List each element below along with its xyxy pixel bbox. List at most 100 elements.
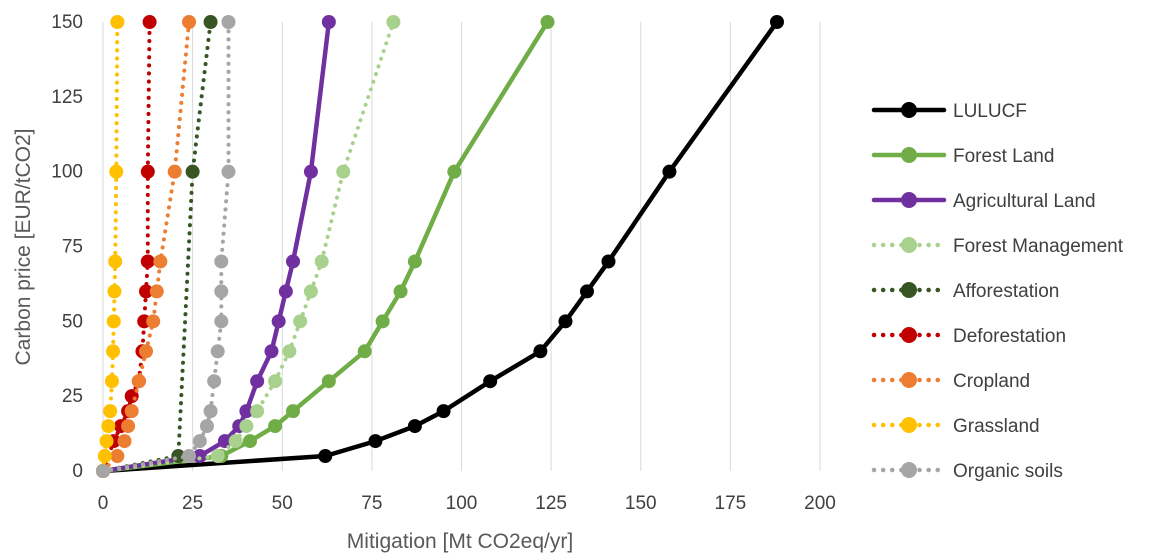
gridlines	[102, 22, 821, 471]
legend-item-grassland: Grassland	[871, 416, 1040, 437]
legend-marker	[901, 282, 917, 298]
data-point-forest-land	[375, 314, 390, 329]
data-point-forest-land	[321, 374, 336, 389]
y-tick-label: 75	[62, 237, 83, 258]
y-tick-label: 0	[72, 461, 83, 482]
data-point-lulucf	[436, 404, 451, 419]
legend-item-organic-soils: Organic soils	[871, 461, 1063, 482]
data-point-organic-soils	[96, 464, 110, 478]
legend-label: Cropland	[953, 371, 1030, 392]
data-point-organic-soils	[214, 314, 229, 329]
legend-label: Agricultural Land	[953, 191, 1096, 212]
data-point-cropland	[117, 434, 132, 449]
data-point-afforestation	[203, 15, 218, 29]
y-axis-title: Carbon price [EUR/tCO2]	[12, 129, 35, 366]
data-point-grassland	[108, 254, 123, 269]
y-tick-label: 100	[51, 162, 83, 183]
data-point-agricultural-land	[192, 449, 207, 464]
data-point-grassland	[101, 419, 116, 434]
data-point-cropland	[149, 284, 164, 299]
legend-label: LULUCF	[953, 101, 1027, 122]
data-point-grassland	[97, 449, 112, 464]
x-tick-label: 75	[361, 493, 382, 514]
data-point-grassland	[107, 284, 122, 299]
data-point-lulucf	[318, 449, 333, 464]
series-organic-soils	[96, 15, 236, 478]
axis-ticks: 0 25 50 75 100 125 150 175 200 0 25 50 75 100 125 150	[51, 12, 836, 514]
data-point-organic-soils	[214, 284, 229, 299]
legend: LULUCF Forest Land Agricultural Land Forest…	[871, 101, 1124, 482]
data-point-organic-soils	[203, 404, 218, 419]
data-point-cropland	[167, 164, 182, 179]
data-point-forest-management	[210, 449, 225, 464]
legend-marker	[901, 327, 917, 343]
data-point-forest-management	[228, 434, 243, 449]
legend-item-forest-management: Forest Management	[871, 236, 1124, 257]
data-point-organic-soils	[207, 374, 222, 389]
legend-label: Deforestation	[953, 326, 1066, 347]
data-point-agricultural-land	[271, 314, 286, 329]
data-point-organic-soils	[214, 254, 229, 269]
x-tick-label: 100	[446, 493, 478, 514]
data-point-organic-soils	[199, 419, 214, 434]
legend-item-deforestation: Deforestation	[871, 326, 1066, 347]
data-point-afforestation	[185, 164, 200, 179]
data-point-agricultural-land	[286, 254, 301, 269]
data-point-agricultural-land	[239, 404, 254, 419]
data-point-lulucf	[558, 314, 573, 329]
data-point-forest-land	[357, 344, 372, 359]
data-point-deforestation	[139, 284, 154, 299]
series-line-cropland	[101, 20, 191, 473]
data-point-cropland	[110, 449, 125, 464]
y-tick-label: 25	[62, 386, 83, 407]
data-point-agricultural-land	[250, 374, 265, 389]
data-point-agricultural-land	[321, 15, 336, 29]
data-point-forest-land	[447, 164, 462, 179]
data-point-forest-land	[393, 284, 408, 299]
data-point-agricultural-land	[278, 284, 293, 299]
x-tick-label: 175	[715, 493, 747, 514]
data-point-cropland	[146, 314, 161, 329]
x-tick-label: 125	[535, 493, 567, 514]
series-forest-management	[96, 15, 401, 478]
data-point-grassland	[104, 374, 119, 389]
data-point-cropland	[121, 419, 136, 434]
data-point-agricultural-land	[303, 164, 318, 179]
data-point-lulucf	[662, 164, 677, 179]
data-point-forest-land	[540, 15, 555, 29]
data-point-cropland	[131, 374, 146, 389]
data-point-forest-management	[336, 164, 351, 179]
data-point-forest-land	[268, 419, 283, 434]
series-agricultural-land	[96, 15, 336, 478]
data-point-forest-land	[407, 254, 422, 269]
data-point-cropland	[182, 15, 197, 29]
data-point-lulucf	[533, 344, 548, 359]
legend-marker	[901, 102, 917, 118]
plot-area	[96, 15, 784, 478]
data-point-lulucf	[483, 374, 498, 389]
data-point-lulucf	[368, 434, 383, 449]
x-tick-label: 25	[182, 493, 203, 514]
series-grassland	[96, 15, 125, 478]
x-axis-title: Mitigation [Mt CO2eq/yr]	[347, 530, 573, 553]
legend-marker	[901, 417, 917, 433]
legend-item-cropland: Cropland	[871, 371, 1030, 392]
legend-label: Grassland	[953, 416, 1040, 437]
data-point-organic-soils	[221, 164, 236, 179]
legend-item-agricultural-land: Agricultural Land	[871, 191, 1096, 212]
data-point-forest-management	[386, 15, 401, 29]
data-point-forest-land	[286, 404, 301, 419]
legend-label: Afforestation	[953, 281, 1059, 302]
data-point-forest-management	[239, 419, 254, 434]
series-line-organic-soils	[101, 20, 231, 473]
data-point-lulucf	[769, 15, 784, 29]
data-point-forest-management	[250, 404, 265, 419]
series-line-agricultural-land	[100, 19, 332, 474]
data-point-grassland	[106, 314, 121, 329]
legend-item-lulucf: LULUCF	[871, 101, 1027, 122]
data-point-organic-soils	[192, 434, 207, 449]
series-line-forest-management	[101, 20, 396, 473]
data-point-lulucf	[407, 419, 422, 434]
x-tick-label: 0	[98, 493, 109, 514]
